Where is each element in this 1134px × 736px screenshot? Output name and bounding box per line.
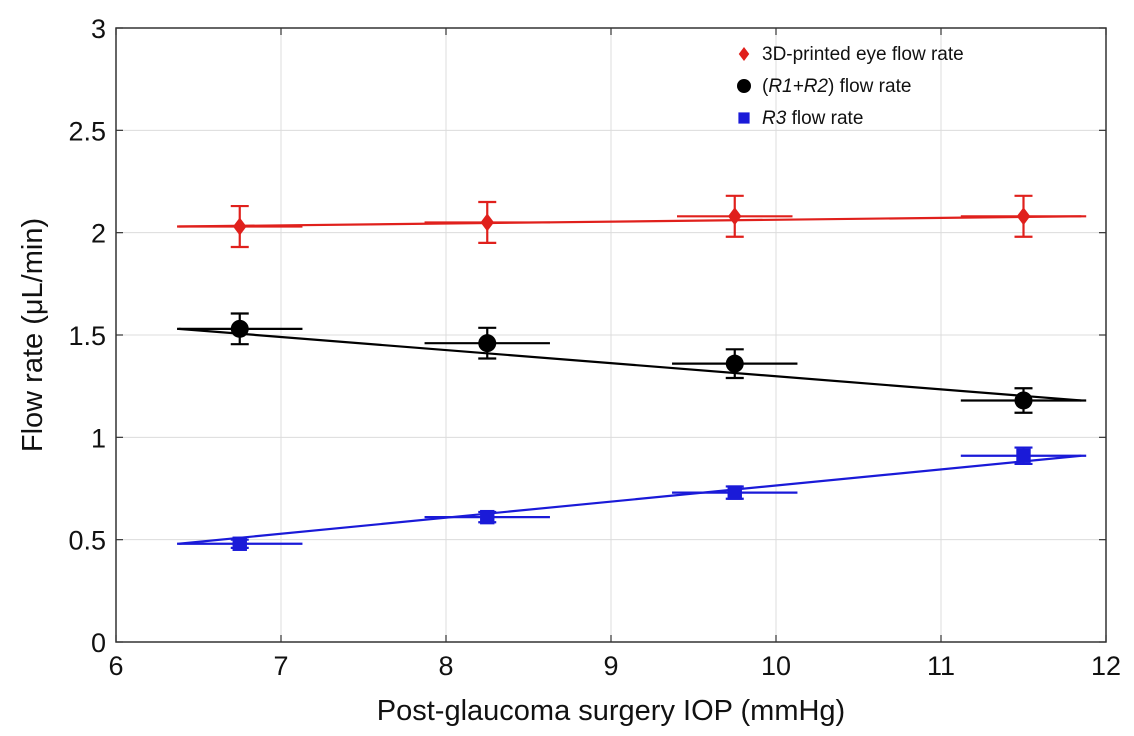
y-tick-label: 1: [91, 423, 106, 453]
legend-marker: [738, 47, 750, 61]
series-blue: [177, 446, 1087, 551]
y-tick-label: 0: [91, 628, 106, 658]
legend-item-blue: R3 flow rate: [738, 108, 863, 129]
y-tick-label: 2: [91, 219, 106, 249]
data-point: [480, 213, 494, 232]
y-tick-label: 0.5: [68, 526, 106, 556]
data-point: [725, 354, 744, 373]
x-tick-label: 11: [927, 651, 955, 681]
legend-marker: [737, 79, 751, 93]
data-point: [480, 509, 495, 525]
y-tick-label: 3: [91, 14, 106, 44]
data-point: [233, 217, 247, 236]
y-axis-title: Flow rate (μL/min): [17, 218, 49, 452]
y-tick-label: 1.5: [68, 321, 106, 351]
legend-item-black: (R1+R2) flow rate: [737, 76, 911, 97]
data-point: [727, 485, 742, 500]
legend-marker: [738, 112, 750, 124]
legend-label: 3D-printed eye flow rate: [762, 44, 964, 65]
legend-label: (R1+R2) flow rate: [762, 76, 911, 97]
data-series: [177, 194, 1087, 551]
data-point: [230, 319, 249, 338]
fit-line: [178, 454, 1082, 545]
fit-line: [178, 327, 1082, 402]
x-tick-label: 7: [273, 651, 288, 681]
legend-label-part: ) flow rate: [828, 76, 911, 97]
x-tick-label: 8: [438, 651, 453, 681]
y-tick-label: 2.5: [68, 116, 106, 146]
legend-label-part: R3: [762, 108, 787, 129]
data-point: [232, 536, 247, 551]
data-point: [728, 207, 742, 226]
data-point: [1016, 207, 1031, 226]
x-tick-label: 12: [1091, 651, 1121, 681]
data-point: [1016, 448, 1031, 463]
legend: 3D-printed eye flow rate (R1+R2) flow rat…: [737, 44, 964, 129]
data-point: [478, 334, 497, 353]
grid-lines: [116, 28, 1106, 642]
x-axis-title: Post-glaucoma surgery IOP (mmHg): [377, 695, 845, 727]
axis-ticks: 6 7 8 9 10 11 12 0 0.5 1 1.5 2 2.5 3: [68, 14, 1121, 681]
legend-label: R3 flow rate: [762, 108, 863, 129]
x-tick-label: 9: [603, 651, 618, 681]
x-tick-label: 10: [761, 651, 791, 681]
x-tick-label: 6: [108, 651, 123, 681]
legend-label-part: R1+R2: [768, 76, 828, 97]
legend-item-red: 3D-printed eye flow rate: [738, 44, 964, 65]
fit-line: [178, 215, 1082, 228]
series-red: [177, 194, 1087, 249]
legend-label-part: flow rate: [786, 108, 863, 129]
legend-label-part: 3D-printed eye flow rate: [762, 44, 964, 65]
legend-label-part: (: [762, 76, 769, 97]
data-point: [1014, 391, 1033, 410]
series-black: [177, 312, 1087, 414]
